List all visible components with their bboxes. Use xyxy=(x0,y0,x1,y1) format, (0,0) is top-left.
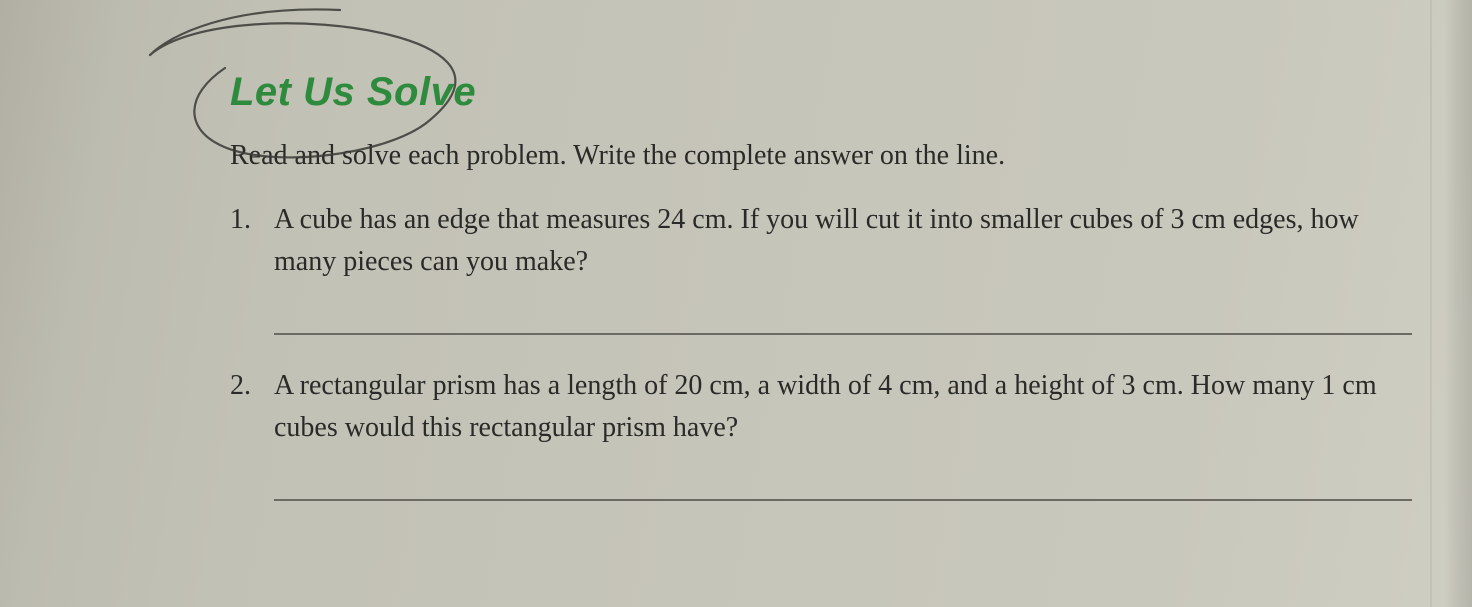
problem-item: A rectangular prism has a length of 20 c… xyxy=(230,365,1412,501)
worksheet-page: Let Us Solve Read and solve each problem… xyxy=(0,0,1472,607)
problem-text: A cube has an edge that measures 24 cm. … xyxy=(274,204,1359,277)
section-title: Let Us Solve xyxy=(230,70,1412,115)
problem-list: A cube has an edge that measures 24 cm. … xyxy=(230,199,1412,501)
problem-text: A rectangular prism has a length of 20 c… xyxy=(274,370,1377,443)
page-spine xyxy=(1430,0,1432,607)
answer-input[interactable] xyxy=(274,471,1412,501)
instruction-text: Read and solve each problem. Write the c… xyxy=(230,137,1412,175)
problem-item: A cube has an edge that measures 24 cm. … xyxy=(230,199,1412,335)
answer-input[interactable] xyxy=(274,305,1412,335)
page-edge-shadow xyxy=(1444,0,1472,607)
